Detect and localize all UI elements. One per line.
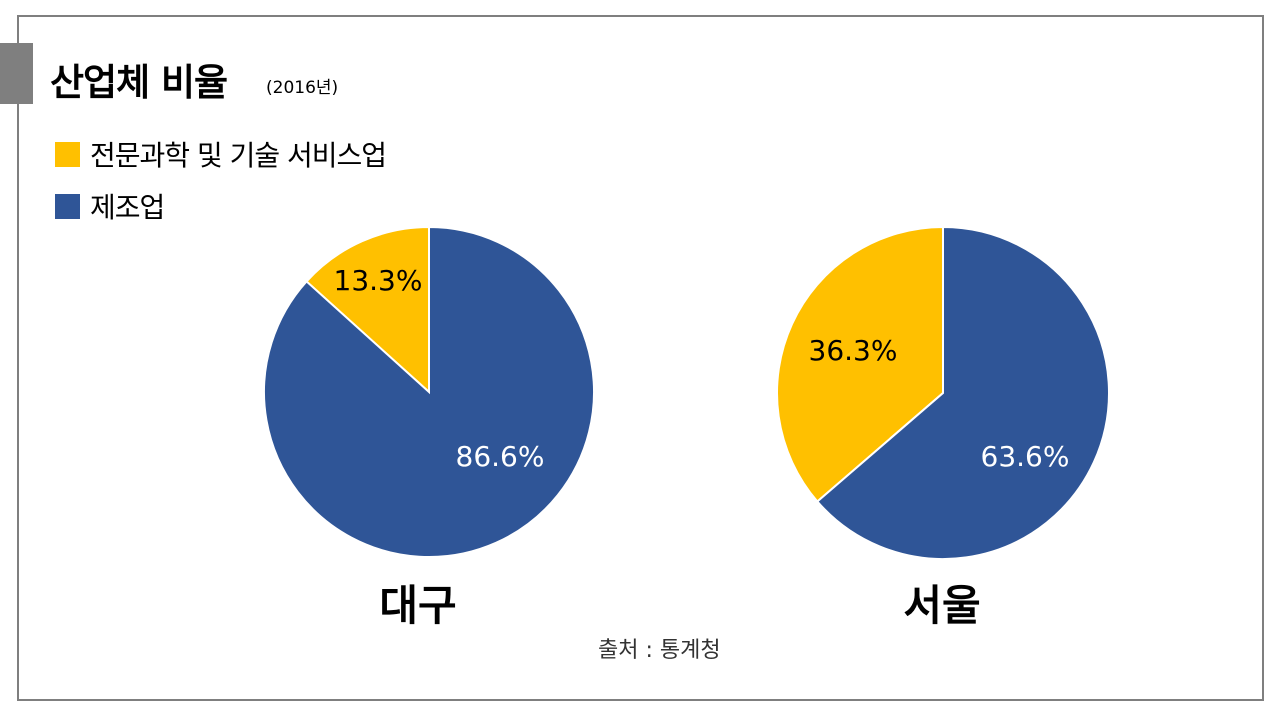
pie-slice-seoul-1 — [815, 225, 1110, 560]
legend-item-services: 전문과학 및 기술 서비스업 — [55, 137, 387, 172]
pie-chart-daegu: 13.3% 86.6% — [263, 225, 595, 558]
legend-label-manufacturing: 제조업 — [90, 191, 165, 224]
pie-slice-daegu-1 — [263, 225, 595, 558]
page-title: 산업체 비율 — [50, 61, 228, 104]
pie-slice-daegu-0 — [305, 225, 430, 395]
legend: 전문과학 및 기술 서비스업 제조업 — [55, 137, 387, 241]
pie-label-daegu-1: 86.6% — [456, 440, 545, 473]
pie-label-seoul-0: 36.3% — [809, 334, 898, 367]
legend-swatch-manufacturing — [55, 193, 80, 219]
legend-item-manufacturing: 제조업 — [55, 189, 386, 224]
title-accent-bar — [0, 43, 33, 104]
pie-title-seoul: 서울 — [903, 581, 981, 630]
pie-label-daegu-0: 13.3% — [334, 264, 423, 297]
source-note: 출처 : 통계청 — [598, 638, 721, 663]
pie-label-seoul-1: 63.6% — [981, 440, 1070, 473]
page-subtitle: (2016년) — [266, 78, 339, 98]
pie-slice-seoul-0 — [776, 225, 944, 503]
legend-swatch-services — [55, 141, 80, 167]
pie-chart-seoul: 36.3% 63.6% — [776, 225, 1110, 560]
pie-title-daegu: 대구 — [379, 581, 457, 630]
legend-label-services: 전문과학 및 기술 서비스업 — [90, 139, 387, 172]
